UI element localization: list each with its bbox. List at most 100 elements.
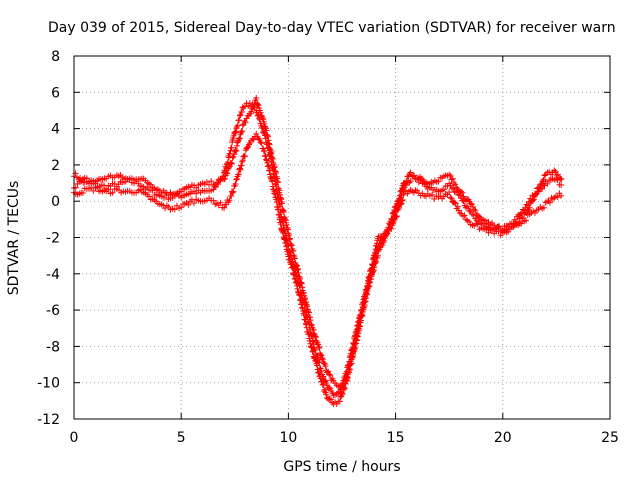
data-point: [551, 167, 558, 174]
data-point: [217, 199, 224, 206]
data-point: [224, 159, 231, 166]
data-point: [305, 308, 312, 315]
data-point: [72, 170, 79, 177]
data-point: [239, 158, 246, 165]
data-point: [276, 211, 283, 218]
data-point: [230, 188, 237, 195]
data-point: [531, 190, 538, 197]
data-point: [262, 152, 269, 159]
data-point: [235, 171, 242, 178]
data-point: [224, 170, 231, 177]
data-series: [71, 95, 565, 408]
x-tick-label: 5: [177, 430, 186, 446]
data-point: [226, 197, 233, 204]
data-point: [291, 271, 298, 278]
data-point: [241, 103, 248, 110]
x-tick-label: 20: [494, 430, 512, 446]
data-point: [474, 221, 481, 228]
data-point: [524, 202, 531, 209]
data-point: [458, 188, 465, 195]
data-point: [321, 386, 328, 393]
data-point: [341, 384, 348, 391]
data-point: [178, 204, 185, 211]
data-point: [232, 146, 239, 153]
data-point: [357, 319, 364, 326]
data-point: [447, 194, 454, 201]
y-tick-label: 8: [51, 49, 60, 65]
data-point: [468, 201, 475, 208]
data-point: [235, 138, 242, 145]
data-point: [549, 196, 556, 203]
data-point: [241, 153, 248, 160]
data-point: [94, 184, 101, 191]
data-point: [232, 181, 239, 188]
data-point: [452, 181, 459, 188]
data-point: [326, 395, 333, 402]
data-point: [451, 188, 458, 195]
data-point: [302, 295, 309, 302]
data-point: [229, 189, 236, 196]
data-point: [399, 197, 406, 204]
data-point: [312, 334, 319, 341]
data-point: [233, 147, 240, 154]
data-point: [317, 351, 324, 358]
data-point: [281, 236, 288, 243]
data-point: [281, 235, 288, 242]
y-tick-label: 6: [51, 85, 60, 101]
data-point: [296, 291, 303, 298]
data-point: [237, 111, 244, 118]
data-point: [193, 190, 200, 197]
data-point: [448, 176, 455, 183]
data-point: [310, 347, 317, 354]
data-point: [321, 388, 328, 395]
y-tick-label: 2: [51, 158, 60, 174]
data-point: [557, 175, 564, 182]
data-point: [372, 250, 379, 257]
data-point: [191, 200, 198, 207]
data-point: [221, 175, 228, 182]
data-point: [312, 333, 319, 340]
data-point: [397, 201, 404, 208]
y-tick-label: -8: [46, 339, 60, 355]
data-point: [558, 181, 565, 188]
data-point: [371, 254, 378, 261]
data-point: [288, 242, 295, 249]
data-point: [533, 191, 540, 198]
data-point: [307, 314, 314, 321]
data-point: [210, 197, 217, 204]
data-point: [528, 197, 535, 204]
data-point: [221, 204, 228, 211]
data-point: [262, 124, 269, 131]
data-point: [393, 213, 400, 220]
data-point: [208, 178, 215, 185]
data-point: [310, 326, 317, 333]
data-point: [260, 116, 267, 123]
y-axis-label: SDTVAR / TECUs: [6, 181, 22, 296]
data-point: [459, 189, 466, 196]
data-point: [435, 178, 442, 185]
data-point: [238, 109, 245, 116]
data-point: [263, 156, 270, 163]
data-point: [352, 337, 359, 344]
data-point: [223, 169, 230, 176]
data-point: [315, 369, 322, 376]
data-point: [379, 236, 386, 243]
data-point: [320, 381, 327, 388]
data-point: [225, 164, 232, 171]
data-point: [233, 125, 240, 132]
data-point: [467, 200, 474, 207]
data-point: [558, 192, 565, 199]
y-tick-label: -10: [37, 376, 60, 392]
data-point: [464, 217, 471, 224]
data-point: [402, 180, 409, 187]
data-point: [294, 266, 301, 273]
data-point: [238, 162, 245, 169]
data-point: [291, 255, 298, 262]
data-point: [293, 262, 300, 269]
data-point: [265, 137, 272, 144]
data-point: [403, 177, 410, 184]
data-point: [465, 205, 472, 212]
data-point: [326, 384, 333, 391]
data-point: [293, 282, 300, 289]
data-point: [429, 191, 436, 198]
